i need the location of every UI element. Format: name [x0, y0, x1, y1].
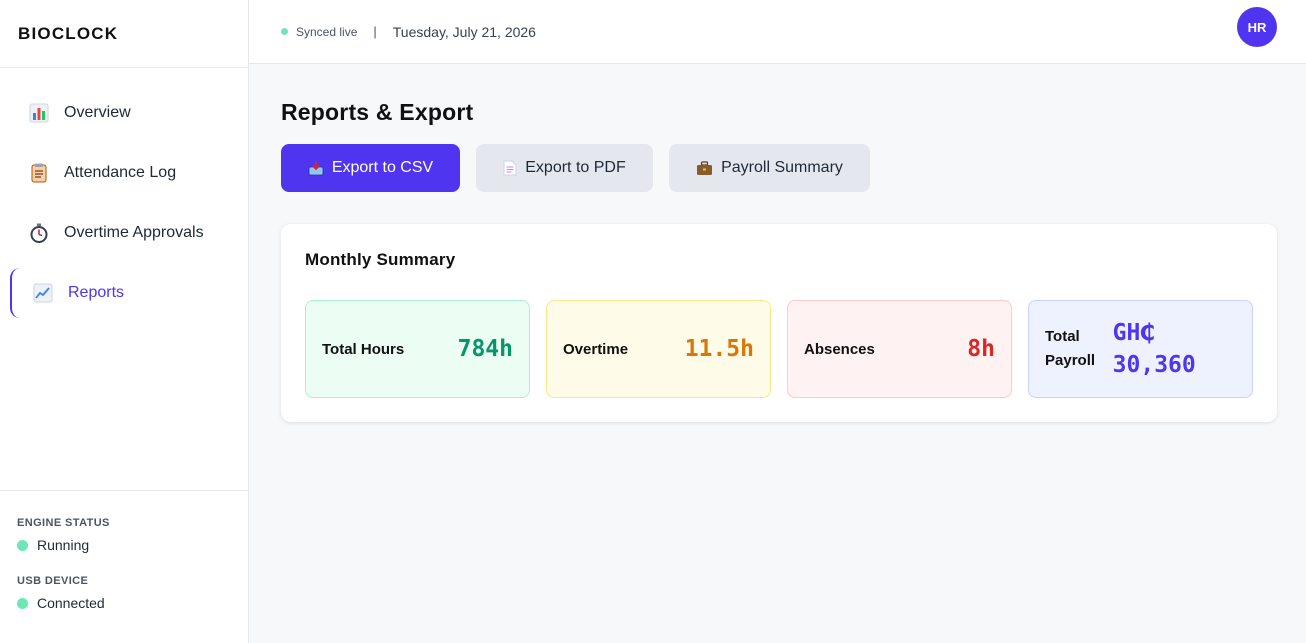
status-dot-icon	[17, 539, 28, 551]
usb-device-value: Connected	[37, 595, 105, 611]
document-icon	[503, 160, 517, 176]
export-actions: Export to CSV Export to PDF	[281, 144, 886, 192]
sync-status: Synced live	[296, 24, 358, 39]
main-content: Reports & Export Export to CSV Export t	[281, 96, 1277, 422]
absences-value: 8h	[967, 336, 995, 362]
export-csv-label: Export to CSV	[331, 159, 434, 176]
sidebar-item-reports[interactable]: Reports	[10, 268, 238, 318]
sidebar-item-overview[interactable]: Overview	[10, 88, 238, 138]
monthly-summary-title: Monthly Summary	[305, 250, 456, 269]
export-csv-button[interactable]: Export to CSV	[281, 144, 460, 192]
engine-status-label: ENGINE STATUS	[17, 517, 110, 529]
system-status-panel: ENGINE STATUS Running USB DEVICE Connect…	[0, 490, 248, 633]
absences-tile: Absences 8h	[787, 300, 1012, 398]
sync-status-dot-icon	[281, 28, 288, 35]
overtime-tile: Overtime 11.5h	[546, 300, 771, 398]
total-payroll-label: Total Payroll	[1045, 328, 1096, 369]
summary-tiles: Total Hours 784h Overtime 11.5h Absences…	[305, 300, 1253, 398]
overtime-value: 11.5h	[684, 336, 754, 362]
user-avatar[interactable]: HR	[1237, 7, 1277, 47]
separator: |	[373, 24, 377, 39]
payroll-summary-button[interactable]: Payroll Summary	[669, 144, 870, 192]
sidebar-item-attendance-log[interactable]: Attendance Log	[10, 148, 238, 198]
usb-device-status: Connected	[17, 595, 248, 611]
engine-status: Running	[17, 537, 248, 553]
total-payroll-tile: Total Payroll GH₵ 30,360	[1028, 300, 1253, 398]
bar-chart-icon	[28, 102, 50, 124]
brand-logo[interactable]: BIOCLOCK	[0, 0, 248, 68]
sidebar-item-label: Reports	[68, 284, 125, 301]
engine-status-value: Running	[37, 537, 90, 553]
total-hours-label: Total Hours	[322, 340, 405, 358]
payroll-summary-label: Payroll Summary	[721, 159, 843, 176]
export-pdf-button[interactable]: Export to PDF	[476, 144, 653, 192]
sidebar-item-label: Overtime Approvals	[64, 224, 204, 241]
sidebar-item-overtime-approvals[interactable]: Overtime Approvals	[10, 208, 238, 258]
overtime-label: Overtime	[563, 340, 629, 358]
absences-label: Absences	[804, 340, 875, 358]
trend-chart-icon	[32, 282, 54, 304]
page-title: Reports & Export	[281, 99, 474, 125]
status-dot-icon	[17, 597, 28, 609]
sidebar: BIOCLOCK Overview	[0, 0, 249, 643]
briefcase-icon	[696, 160, 713, 176]
usb-device-label: USB DEVICE	[17, 575, 89, 587]
export-pdf-label: Export to PDF	[525, 159, 626, 176]
total-hours-value: 784h	[457, 336, 513, 362]
total-payroll-value: GH₵ 30,360	[1112, 320, 1196, 378]
inbox-tray-icon	[308, 160, 324, 176]
current-date: Tuesday, July 21, 2026	[392, 23, 536, 40]
stopwatch-icon	[28, 222, 50, 244]
clipboard-icon	[28, 162, 50, 184]
sidebar-nav: Overview Attendance Log	[0, 68, 248, 318]
monthly-summary-card: Monthly Summary Total Hours 784h Overtim…	[281, 224, 1277, 422]
total-hours-tile: Total Hours 784h	[305, 300, 530, 398]
top-bar: Synced live | Tuesday, July 21, 2026 HR	[249, 0, 1306, 64]
sidebar-item-label: Overview	[64, 104, 131, 121]
sidebar-item-label: Attendance Log	[64, 164, 177, 181]
